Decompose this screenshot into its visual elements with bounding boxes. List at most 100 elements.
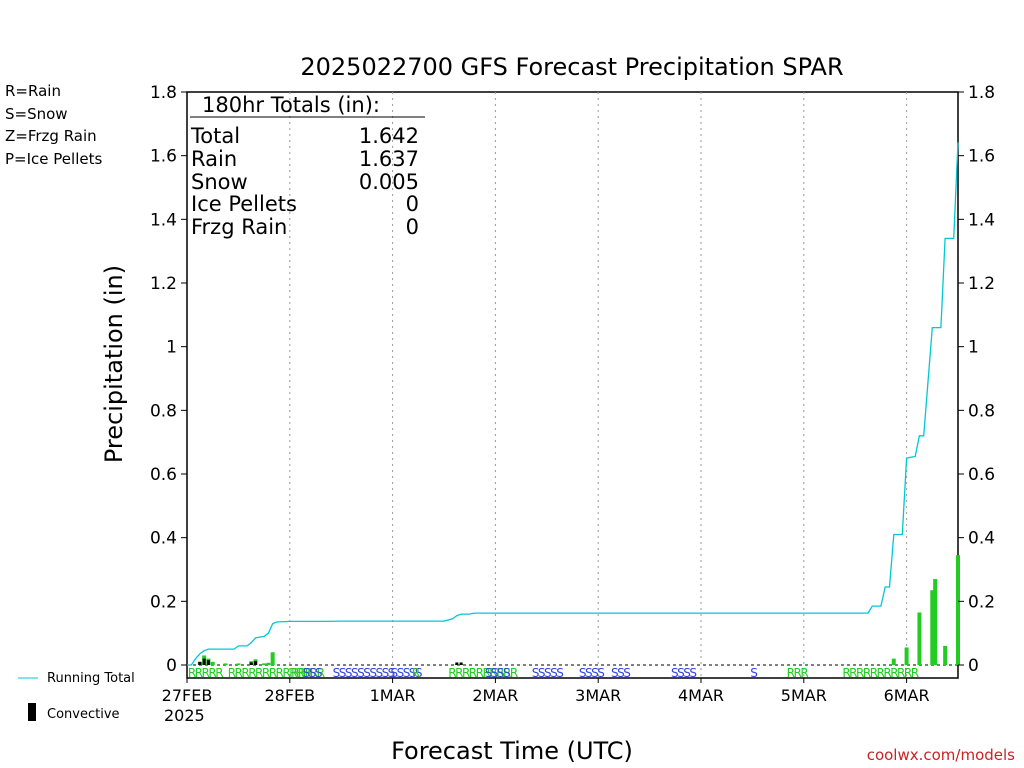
ptype-marker: RRR [787,666,809,680]
plot-area [186,91,959,679]
precip-bar [236,663,241,665]
x-tick-label: 28FEB [264,686,315,705]
vertical-grid [289,92,908,678]
totals-value-total: 1.642 [359,124,419,148]
y-axis-right: 0 0.2 0.4 0.6 0.8 1 1.2 1.4 1.6 1.8 [958,83,995,676]
ptype-marker: SSS [303,666,322,680]
convective-bar [455,662,459,665]
totals-label-rain: Rain [191,147,237,171]
precip-bar [930,590,935,665]
totals-value-rain: 1.637 [359,147,419,171]
y-tick-label-left: 0.4 [150,529,177,549]
y-tick-label-left: 0 [166,656,177,676]
convective-bar [198,661,202,665]
plot-border [186,91,959,679]
y-tick-label-right: 0.8 [968,401,995,421]
y-tick-label-left: 0.6 [150,465,177,485]
x-tick-label: 27FEB [162,686,213,705]
x-axis-label: Forecast Time (UTC) [391,737,633,765]
y-tick-label-right: 1.8 [968,83,995,103]
convective-bars [198,658,463,665]
chart-title: 2025022700 GFS Forecast Precipitation SP… [300,53,843,81]
legend-snow: S=Snow [5,105,68,123]
series-legend: Running Total Convective [18,671,135,722]
x-tick-label: 5MAR [781,686,827,705]
ptype-marker: SSSS [485,666,510,680]
y-tick-label-right: 1.4 [968,210,995,230]
ptype-legend: R=Rain S=Snow Z=Frzg Rain P=Ice Pellets [5,82,102,168]
totals-value-snow: 0.005 [359,170,419,194]
y-tick-label-right: 1.6 [968,147,995,167]
x-axis: 27FEB 28FEB 1MAR 2MAR 3MAR 4MAR 5MAR 6MAR [162,678,930,705]
totals-header: 180hr Totals (in): [202,93,380,117]
totals-box: 180hr Totals (in): Total 1.642 Rain 1.63… [190,93,425,239]
credit-text: coolwx.com/models [867,746,1015,764]
x-tick-label: 2MAR [472,686,518,705]
y-tick-label-left: 1.8 [150,83,177,103]
totals-label-frzg-rain: Frzg Rain [191,215,287,239]
ptype-marker: SSSSS [532,666,563,680]
ptype-marker: RRRRRRRRRRRRRR [228,666,325,680]
y-tick-label-right: 1 [968,338,979,358]
convective-bar [249,662,253,665]
x-tick-label: 4MAR [678,686,724,705]
x-tick-label: 1MAR [370,686,416,705]
precip-bar [223,663,228,665]
ptype-marker: SSS [611,666,630,680]
y-axis-left: 0 0.2 0.4 0.6 0.8 1 1.2 1.4 1.6 1.8 [150,83,187,676]
y-tick-label-left: 1.4 [150,210,177,230]
y-tick-label-left: 1 [166,338,177,358]
precip-bar [956,555,960,665]
running-total-line-group [187,142,959,666]
precip-bar [210,661,215,665]
ptype-marker: SSSS [671,666,696,680]
convective-bar [459,662,463,665]
legend-rain: R=Rain [5,82,61,100]
y-axis-label: Precipitation (in) [100,265,128,463]
ptype-marker: SSSS [579,666,604,680]
convective-legend-label: Convective [47,707,120,722]
precip-bar [943,645,948,665]
y-tick-label-right: 0.2 [968,592,995,612]
precip-bar [917,612,922,665]
ptype-marker: RRRRRRRRRR [448,666,518,680]
year-label: 2025 [164,706,205,725]
y-tick-label-right: 0 [968,656,979,676]
totals-label-snow: Snow [191,170,248,194]
legend-frzg-rain: Z=Frzg Rain [5,127,97,145]
precip-bar [891,658,896,665]
legend-ice-pellets: P=Ice Pellets [5,150,102,168]
totals-value-frzg-rain: 0 [406,215,419,239]
x-tick-label: 6MAR [884,686,930,705]
ptype-marker: SSSSSSSSSS [333,666,395,680]
totals-value-ice-pellets: 0 [406,192,419,216]
running-total-legend-label: Running Total [47,671,135,686]
ptype-marker: RRRRRRRRRRR [842,666,918,680]
ptype-marker: RRRRR [188,666,223,680]
ptype-marker: R [412,666,420,680]
convective-bar [206,660,210,665]
precip-bar [266,662,271,665]
y-tick-label-right: 0.4 [968,529,995,549]
precip-bar [270,652,275,665]
precip-bars [197,555,960,665]
ptype-marker: RRR [291,666,313,680]
convective-legend-swatch [28,703,36,721]
precip-bar [904,647,909,665]
ptype-marker: S [750,666,757,680]
y-tick-label-left: 0.2 [150,592,177,612]
running-total-line [187,142,959,666]
precip-bar [262,663,267,665]
precip-bar [933,579,938,665]
y-tick-label-left: 1.6 [150,147,177,167]
y-tick-label-left: 1.2 [150,274,177,294]
y-tick-label-right: 0.6 [968,465,995,485]
convective-bar [202,658,206,665]
x-tick-label: 3MAR [575,686,621,705]
totals-label-total: Total [190,124,240,148]
y-tick-label-left: 0.8 [150,401,177,421]
y-tick-label-right: 1.2 [968,274,995,294]
convective-bar [254,661,258,665]
